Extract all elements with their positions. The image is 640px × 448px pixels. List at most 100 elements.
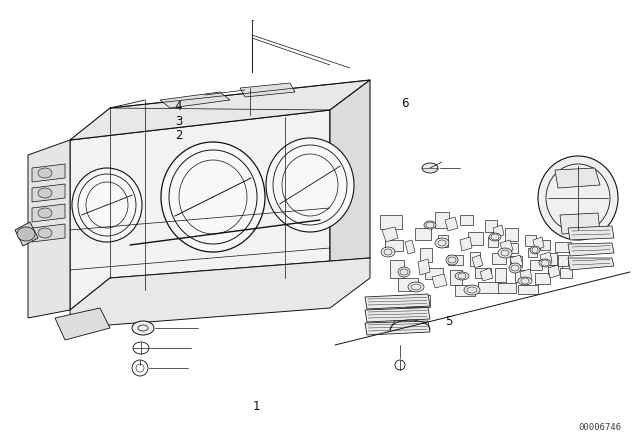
Polygon shape	[448, 255, 463, 265]
Polygon shape	[420, 248, 432, 262]
Polygon shape	[415, 228, 431, 240]
Polygon shape	[540, 252, 552, 265]
Polygon shape	[405, 295, 430, 307]
Polygon shape	[505, 228, 518, 241]
Polygon shape	[518, 285, 538, 294]
Ellipse shape	[530, 246, 540, 254]
Polygon shape	[365, 307, 430, 322]
Ellipse shape	[17, 227, 35, 241]
Polygon shape	[500, 240, 513, 253]
Polygon shape	[530, 260, 542, 270]
Ellipse shape	[422, 163, 438, 173]
Text: 1: 1	[253, 400, 260, 414]
Polygon shape	[398, 278, 418, 291]
Ellipse shape	[161, 142, 265, 252]
Polygon shape	[568, 226, 614, 240]
Polygon shape	[28, 140, 70, 318]
Polygon shape	[460, 237, 472, 251]
Polygon shape	[160, 92, 230, 108]
Ellipse shape	[446, 255, 458, 265]
Ellipse shape	[398, 267, 410, 277]
Ellipse shape	[464, 285, 480, 295]
Polygon shape	[558, 255, 568, 266]
Polygon shape	[365, 294, 430, 309]
Polygon shape	[32, 204, 65, 222]
Polygon shape	[548, 265, 560, 278]
Polygon shape	[70, 80, 370, 140]
Polygon shape	[548, 265, 562, 274]
Text: 4: 4	[175, 100, 182, 113]
Ellipse shape	[518, 277, 532, 285]
Text: 6: 6	[401, 97, 409, 111]
Ellipse shape	[408, 282, 424, 292]
Polygon shape	[492, 253, 506, 264]
Polygon shape	[555, 168, 600, 188]
Polygon shape	[445, 217, 458, 231]
Polygon shape	[455, 285, 475, 296]
Polygon shape	[425, 268, 443, 279]
Ellipse shape	[538, 156, 618, 240]
Ellipse shape	[489, 233, 501, 241]
Ellipse shape	[498, 248, 512, 258]
Ellipse shape	[38, 168, 52, 178]
Polygon shape	[32, 224, 65, 242]
Polygon shape	[515, 270, 529, 282]
Polygon shape	[32, 164, 65, 182]
Text: 2: 2	[175, 129, 182, 142]
Polygon shape	[240, 83, 295, 97]
Text: 3: 3	[175, 115, 182, 129]
Polygon shape	[438, 235, 448, 247]
Polygon shape	[560, 268, 572, 278]
Polygon shape	[390, 260, 404, 278]
Ellipse shape	[38, 188, 52, 198]
Polygon shape	[545, 253, 557, 265]
Polygon shape	[528, 248, 537, 257]
Text: 5: 5	[445, 315, 452, 328]
Polygon shape	[450, 270, 462, 285]
Polygon shape	[475, 268, 491, 278]
Polygon shape	[498, 283, 516, 293]
Ellipse shape	[424, 221, 436, 229]
Polygon shape	[15, 222, 38, 246]
Polygon shape	[568, 258, 614, 270]
Polygon shape	[493, 225, 504, 238]
Polygon shape	[472, 255, 483, 268]
Polygon shape	[478, 282, 500, 293]
Polygon shape	[525, 235, 536, 246]
Ellipse shape	[132, 321, 154, 335]
Polygon shape	[485, 220, 497, 232]
Polygon shape	[432, 274, 447, 288]
Ellipse shape	[38, 208, 52, 218]
Ellipse shape	[38, 228, 52, 238]
Polygon shape	[533, 237, 544, 250]
Polygon shape	[418, 259, 430, 275]
Polygon shape	[520, 269, 532, 282]
Polygon shape	[405, 240, 415, 254]
Polygon shape	[495, 268, 506, 282]
Ellipse shape	[435, 238, 449, 248]
Polygon shape	[385, 240, 403, 251]
Polygon shape	[568, 243, 614, 256]
Polygon shape	[488, 237, 498, 247]
Ellipse shape	[72, 168, 142, 242]
Polygon shape	[70, 110, 330, 310]
Polygon shape	[32, 184, 65, 202]
Polygon shape	[470, 252, 480, 266]
Ellipse shape	[509, 263, 521, 273]
Polygon shape	[468, 232, 483, 245]
Polygon shape	[535, 273, 550, 284]
Polygon shape	[435, 212, 449, 228]
Polygon shape	[330, 80, 370, 290]
Polygon shape	[460, 215, 473, 225]
Ellipse shape	[539, 259, 551, 267]
Polygon shape	[55, 308, 110, 340]
Polygon shape	[382, 227, 398, 242]
Polygon shape	[560, 213, 600, 234]
Polygon shape	[70, 258, 370, 328]
Polygon shape	[508, 243, 518, 253]
Polygon shape	[70, 258, 370, 310]
Polygon shape	[555, 242, 571, 252]
Polygon shape	[480, 268, 493, 281]
Polygon shape	[365, 321, 430, 335]
Polygon shape	[510, 256, 522, 267]
